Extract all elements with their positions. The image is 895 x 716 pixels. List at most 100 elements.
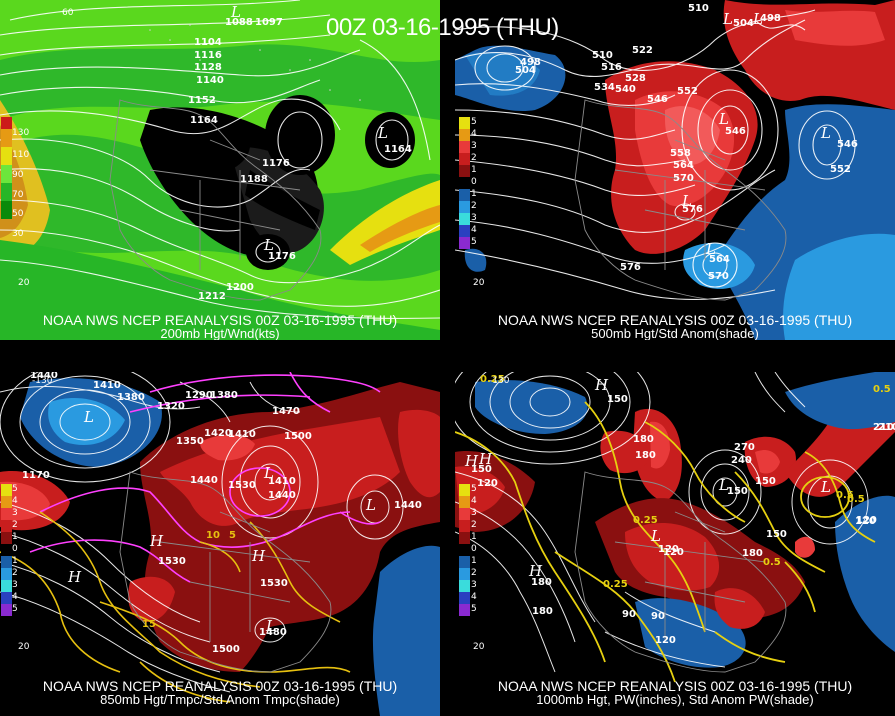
contour-label: 1380 xyxy=(117,392,145,403)
scale-label: 5 xyxy=(471,484,477,494)
scale-label: 4 xyxy=(12,592,18,602)
low-pressure-marker: L xyxy=(682,192,692,210)
low-pressure-marker: L xyxy=(753,10,763,28)
scale-label: 1 xyxy=(471,165,477,175)
scale-label: 70 xyxy=(12,190,24,200)
lat-tick: 20 xyxy=(473,278,485,288)
contour-label: 510 xyxy=(592,50,613,61)
contour-label: 1420 xyxy=(204,428,232,439)
contour-label: 0.5 xyxy=(763,557,781,568)
contour-label: 0.25 xyxy=(480,374,505,385)
panel-subcaption: 200mb Hgt/Wnd(kts) xyxy=(160,326,280,340)
panel-subcaption: 850mb Hgt/Tmpc/Std Anom Tmpc(shade) xyxy=(100,692,340,707)
colorbar-wind xyxy=(1,117,12,219)
contour-label: 1530 xyxy=(158,556,186,567)
map-1000mb xyxy=(455,372,895,716)
contour-label: 1350 xyxy=(176,436,204,447)
panel-subcaption: 1000mb Hgt, PW(inches), Std Anom PW(shad… xyxy=(536,692,814,707)
contour-label: 1440 xyxy=(394,500,422,511)
contour-label: 1380 xyxy=(210,390,238,401)
contour-label: 528 xyxy=(625,73,646,84)
contour-label: 576 xyxy=(682,204,703,215)
scale-label: 2 xyxy=(471,520,477,530)
scale-label: 3 xyxy=(471,141,477,151)
contour-label: 210 xyxy=(873,422,894,433)
map-500mb xyxy=(455,0,895,340)
scale-label: 5 xyxy=(471,604,477,614)
scale-label: 1 xyxy=(12,532,18,542)
contour-label: 1410 xyxy=(93,380,121,391)
contour-label: 1200 xyxy=(226,282,254,293)
scale-label: 0 xyxy=(471,544,477,554)
panel-caption: NOAA NWS NCEP REANALYSIS 00Z 03-16-1995 … xyxy=(497,312,853,328)
contour-label: 498 xyxy=(760,13,781,24)
high-pressure-marker: H xyxy=(595,376,609,394)
scale-label: 130 xyxy=(12,128,30,138)
contour-label: 546 xyxy=(837,139,858,150)
contour-label: 10 xyxy=(206,530,220,541)
panel-subcaption: 500mb Hgt/Std Anom(shade) xyxy=(591,326,759,340)
low-pressure-marker: L xyxy=(231,3,241,21)
panel-850mb: 5 4 3 2 1 0 1 2 3 4 5 1440 1410 1380 132… xyxy=(0,372,440,716)
scale-label: 5 xyxy=(12,604,18,614)
contour-label: 1440 xyxy=(190,475,218,486)
contour-label: 558 xyxy=(670,148,691,159)
contour-label: 1320 xyxy=(157,401,185,412)
contour-label: 1500 xyxy=(212,644,240,655)
scale-label: 1 xyxy=(471,532,477,542)
scale-label: 4 xyxy=(471,592,477,602)
contour-label: 150 xyxy=(471,464,492,475)
contour-label: 516 xyxy=(601,62,622,73)
lon-tick: -130 xyxy=(32,376,53,386)
scale-label: 5 xyxy=(12,484,18,494)
contour-label: 240 xyxy=(731,455,752,466)
contour-label: 1440 xyxy=(268,490,296,501)
colorbar-anomaly xyxy=(1,484,12,616)
scale-label: 110 xyxy=(12,150,30,160)
high-pressure-marker: H xyxy=(150,532,164,550)
scale-label: 5 xyxy=(471,237,477,247)
low-pressure-marker: L xyxy=(264,236,274,254)
low-pressure-marker: L xyxy=(84,408,94,426)
scale-label: 4 xyxy=(12,496,18,506)
contour-label: 150 xyxy=(727,486,748,497)
contour-label: 1140 xyxy=(196,75,224,86)
high-pressure-marker: H xyxy=(479,450,493,468)
colorbar-anomaly xyxy=(459,484,470,616)
contour-label: 1176 xyxy=(268,251,296,262)
low-pressure-marker: L xyxy=(366,496,376,514)
contour-label: 5 xyxy=(229,530,236,541)
contour-label: 90 xyxy=(651,611,665,622)
colorbar-anomaly xyxy=(459,117,470,249)
contour-label: 1480 xyxy=(259,627,287,638)
low-pressure-marker: L xyxy=(378,124,388,142)
contour-label: 150 xyxy=(607,394,628,405)
high-pressure-marker: H xyxy=(529,562,543,580)
contour-label: 1097 xyxy=(255,17,283,28)
low-pressure-marker: L xyxy=(719,110,729,128)
lat-tick: 20 xyxy=(18,642,30,652)
scale-label: 4 xyxy=(471,496,477,506)
scale-label: 1 xyxy=(12,556,18,566)
contour-label: 1164 xyxy=(190,115,218,126)
scale-label: 0 xyxy=(12,544,18,554)
contour-label: 534 xyxy=(594,82,615,93)
scale-label: 3 xyxy=(12,580,18,590)
contour-label: 576 xyxy=(620,262,641,273)
lat-tick: 20 xyxy=(473,642,485,652)
contour-label: 1530 xyxy=(260,578,288,589)
contour-label: 1088 xyxy=(225,17,253,28)
contour-label: 1170 xyxy=(22,470,50,481)
contour-label: 564 xyxy=(673,160,694,171)
contour-label: 15 xyxy=(142,619,156,630)
contour-label: 180 xyxy=(633,434,654,445)
contour-label: 120 xyxy=(855,516,876,527)
scale-label: 2 xyxy=(12,520,18,530)
contour-label: 120 xyxy=(477,478,498,489)
contour-label: 1500 xyxy=(284,431,312,442)
low-pressure-marker: L xyxy=(723,10,733,28)
scale-label: 2 xyxy=(471,153,477,163)
panel-1000mb: 5 4 3 2 1 0 1 2 3 4 5 0.25 0.5 150 120 2… xyxy=(455,372,895,716)
scale-label: 5 xyxy=(471,117,477,127)
contour-label: 1152 xyxy=(188,95,216,106)
